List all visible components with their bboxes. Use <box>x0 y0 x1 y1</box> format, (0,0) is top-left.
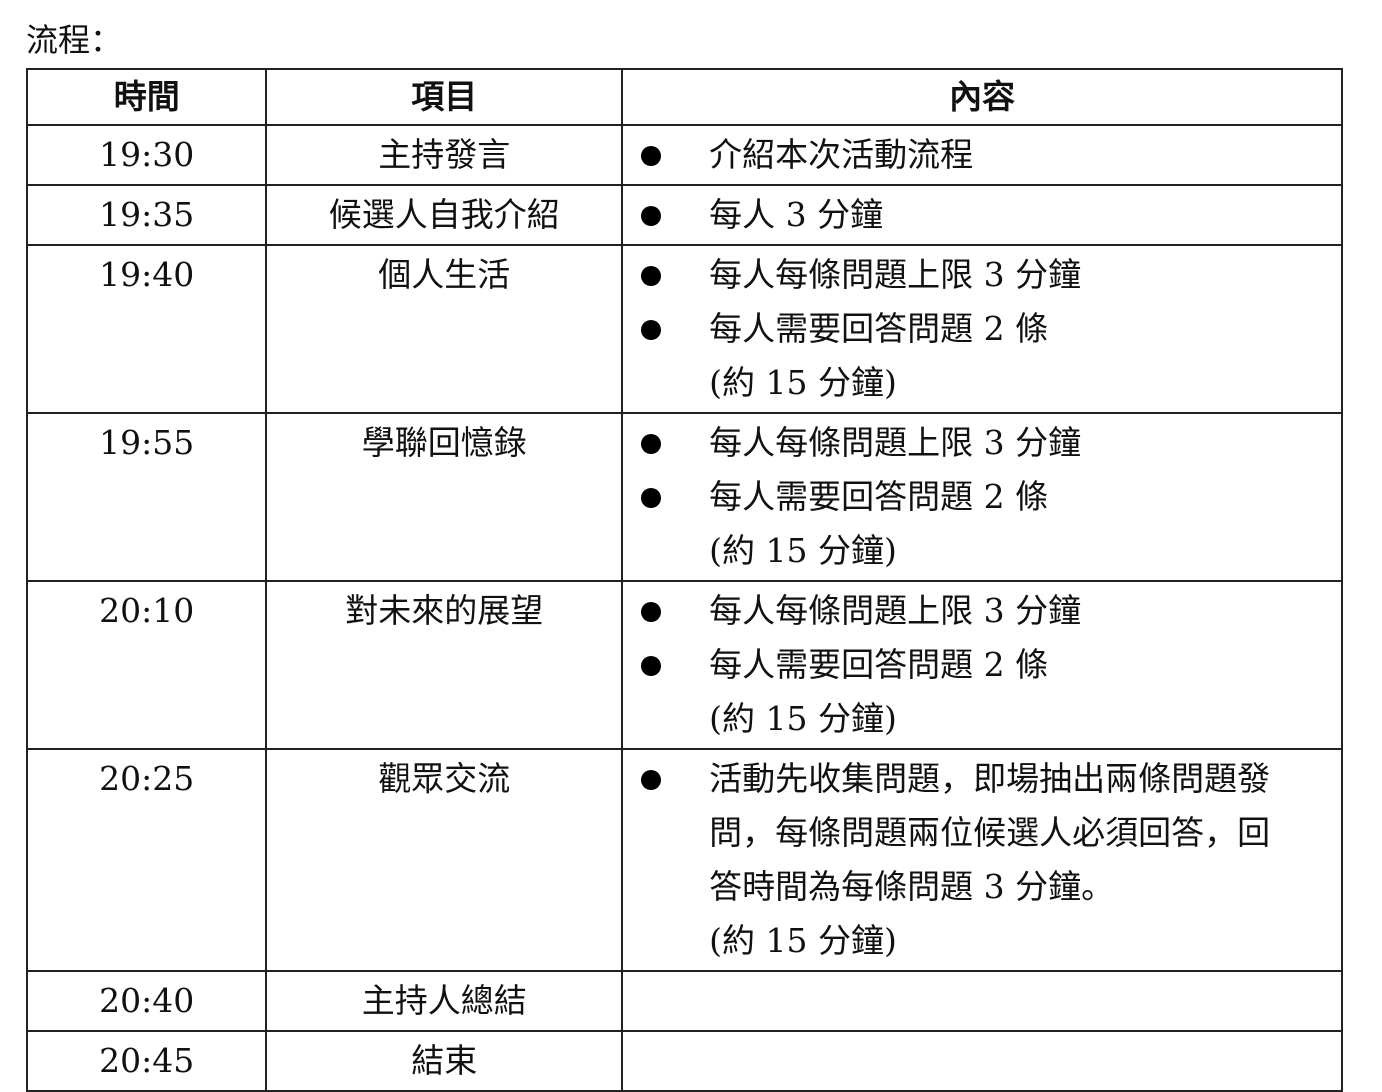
table-row: 19:30 主持發言 介紹本次活動流程 <box>25 124 1343 186</box>
table-row: 20:45 結束 <box>25 1030 1343 1092</box>
item-cell: 對未來的展望 <box>265 580 624 750</box>
content-cell: 每人 3 分鐘 <box>621 184 1343 246</box>
bullet-item: 每人 3 分鐘 <box>623 188 1341 242</box>
time-cell: 19:30 <box>25 124 268 186</box>
item-cell: 個人生活 <box>265 244 624 414</box>
table-row: 19:55 學聯回憶錄 每人每條問題上限 3 分鐘 每人需要回答問題 2 條 (約 … <box>25 412 1343 582</box>
table-row: 20:25 觀眾交流 活動先收集問題，即場抽出兩條問題發問，每條問題兩位候選人必… <box>25 748 1343 972</box>
bullet-icon <box>623 752 709 914</box>
header-item: 項目 <box>265 68 624 126</box>
content-cell <box>621 1030 1343 1092</box>
bullet-icon <box>623 302 709 356</box>
item-cell: 主持發言 <box>265 124 624 186</box>
time-cell: 19:35 <box>25 184 268 246</box>
bullet-icon <box>623 128 709 182</box>
table-row: 20:10 對未來的展望 每人每條問題上限 3 分鐘 每人需要回答問題 2 條 (約… <box>25 580 1343 750</box>
item-cell: 主持人總結 <box>265 970 624 1032</box>
header-content: 內容 <box>621 68 1343 126</box>
schedule-table: 時間 項目 內容 19:30 主持發言 介紹本次活動流程 19:35 候選人自我介… <box>25 68 1343 1092</box>
bullet-text: 每人需要回答問題 2 條 <box>709 477 1049 516</box>
time-cell: 19:40 <box>25 244 268 414</box>
bullet-item: 每人需要回答問題 2 條 <box>623 302 1341 356</box>
bullet-text: 每人需要回答問題 2 條 <box>709 309 1049 348</box>
content-cell: 每人每條問題上限 3 分鐘 每人需要回答問題 2 條 (約 15 分鐘) <box>621 244 1343 414</box>
bullet-text: 每人每條問題上限 3 分鐘 <box>709 255 1082 294</box>
item-cell: 觀眾交流 <box>265 748 624 972</box>
content-cell <box>621 970 1343 1032</box>
bullet-text: 每人每條問題上限 3 分鐘 <box>709 591 1082 630</box>
duration-note: (約 15 分鐘) <box>709 921 897 960</box>
bullet-icon <box>623 188 709 242</box>
bullet-icon <box>623 584 709 638</box>
header-row: 時間 項目 內容 <box>25 68 1343 126</box>
duration-note: (約 15 分鐘) <box>709 363 897 402</box>
bullet-item: 每人每條問題上限 3 分鐘 <box>623 584 1341 638</box>
bullet-text: 活動先收集問題，即場抽出兩條問題發問，每條問題兩位候選人必須回答，回答時間為每條… <box>709 759 1271 906</box>
content-cell: 介紹本次活動流程 <box>621 124 1343 186</box>
bullet-icon <box>623 470 709 524</box>
duration-note: (約 15 分鐘) <box>709 531 897 570</box>
bullet-icon <box>623 638 709 692</box>
bullet-item: 每人每條問題上限 3 分鐘 <box>623 248 1341 302</box>
bullet-item: 活動先收集問題，即場抽出兩條問題發問，每條問題兩位候選人必須回答，回答時間為每條… <box>623 752 1341 914</box>
table-row: 19:35 候選人自我介紹 每人 3 分鐘 <box>25 184 1343 246</box>
table-row: 19:40 個人生活 每人每條問題上限 3 分鐘 每人需要回答問題 2 條 (約 1… <box>25 244 1343 414</box>
bullet-icon <box>623 416 709 470</box>
time-cell: 19:55 <box>25 412 268 582</box>
item-cell: 學聯回憶錄 <box>265 412 624 582</box>
time-cell: 20:10 <box>25 580 268 750</box>
bullet-text: 每人每條問題上限 3 分鐘 <box>709 423 1082 462</box>
header-time: 時間 <box>25 68 268 126</box>
bullet-text: 每人 3 分鐘 <box>709 195 884 234</box>
time-cell: 20:45 <box>25 1030 268 1092</box>
bullet-item: 介紹本次活動流程 <box>623 128 1341 182</box>
content-cell: 每人每條問題上限 3 分鐘 每人需要回答問題 2 條 (約 15 分鐘) <box>621 580 1343 750</box>
item-cell: 候選人自我介紹 <box>265 184 624 246</box>
table-row: 20:40 主持人總結 <box>25 970 1343 1032</box>
bullet-item: 每人需要回答問題 2 條 <box>623 638 1341 692</box>
duration-note: (約 15 分鐘) <box>709 699 897 738</box>
bullet-text: 每人需要回答問題 2 條 <box>709 645 1049 684</box>
time-cell: 20:40 <box>25 970 268 1032</box>
time-cell: 20:25 <box>25 748 268 972</box>
bullet-item: 每人每條問題上限 3 分鐘 <box>623 416 1341 470</box>
bullet-item: 每人需要回答問題 2 條 <box>623 470 1341 524</box>
item-cell: 結束 <box>265 1030 624 1092</box>
content-cell: 每人每條問題上限 3 分鐘 每人需要回答問題 2 條 (約 15 分鐘) <box>621 412 1343 582</box>
content-cell: 活動先收集問題，即場抽出兩條問題發問，每條問題兩位候選人必須回答，回答時間為每條… <box>621 748 1343 972</box>
bullet-text: 介紹本次活動流程 <box>709 135 974 174</box>
section-title: 流程： <box>26 21 123 59</box>
bullet-icon <box>623 248 709 302</box>
